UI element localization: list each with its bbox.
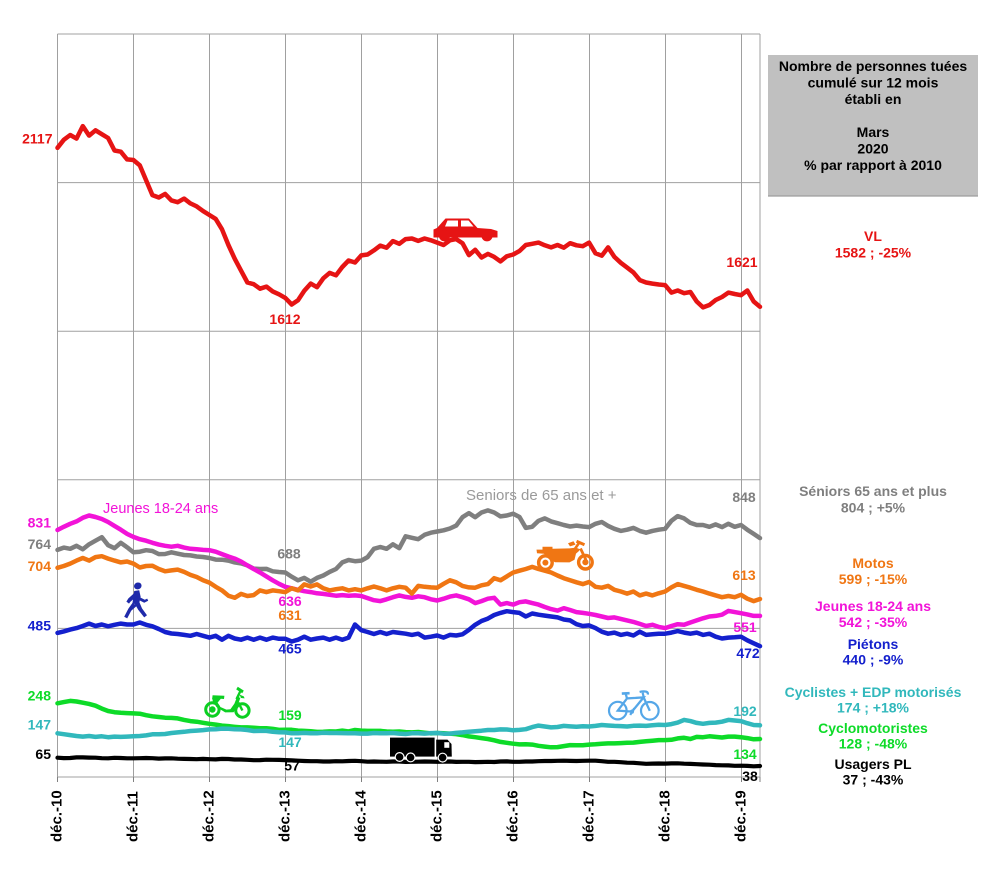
svg-text:848: 848 — [732, 489, 756, 505]
svg-text:688: 688 — [277, 546, 301, 562]
svg-text:Cyclistes + EDP motorisés: Cyclistes + EDP motorisés — [785, 684, 962, 700]
svg-text:déc.-14: déc.-14 — [353, 790, 370, 842]
svg-text:804 ; +5%: 804 ; +5% — [841, 500, 906, 516]
svg-text:37 ; -43%: 37 ; -43% — [843, 772, 904, 788]
svg-text:57: 57 — [284, 758, 300, 774]
svg-text:Séniors 65 ans et plus: Séniors 65 ans et plus — [799, 483, 947, 499]
svg-text:déc.-19: déc.-19 — [733, 790, 750, 842]
svg-text:465: 465 — [278, 641, 302, 657]
svg-text:déc.-10: déc.-10 — [49, 790, 66, 842]
svg-text:cumulé sur 12 mois: cumulé sur 12 mois — [808, 75, 939, 91]
svg-text:Jeunes 18-24 ans: Jeunes 18-24 ans — [103, 501, 218, 517]
svg-text:déc.-17: déc.-17 — [581, 790, 598, 842]
svg-text:599 ; -15%: 599 ; -15% — [839, 571, 908, 587]
svg-text:VL: VL — [864, 228, 882, 244]
svg-text:déc.-13: déc.-13 — [277, 790, 294, 842]
svg-text:704: 704 — [28, 558, 52, 574]
svg-text:542 ; -35%: 542 ; -35% — [839, 614, 908, 630]
svg-text:1582 ; -25%: 1582 ; -25% — [835, 245, 912, 261]
svg-text:Piétons: Piétons — [848, 636, 899, 652]
svg-text:636: 636 — [278, 593, 302, 609]
svg-text:déc.-18: déc.-18 — [657, 790, 674, 842]
svg-text:192: 192 — [733, 703, 757, 719]
svg-text:Mars: Mars — [857, 124, 890, 140]
svg-text:déc.-12: déc.-12 — [201, 790, 218, 842]
svg-text:Motos: Motos — [852, 555, 893, 571]
svg-text:485: 485 — [28, 618, 52, 634]
svg-text:38: 38 — [742, 768, 758, 784]
svg-text:128 ; -48%: 128 ; -48% — [839, 736, 908, 752]
svg-text:472: 472 — [736, 645, 760, 661]
svg-text:Jeunes 18-24 ans: Jeunes 18-24 ans — [815, 598, 931, 614]
svg-text:déc.-15: déc.-15 — [429, 790, 446, 842]
svg-text:764: 764 — [28, 536, 52, 552]
svg-text:Usagers PL: Usagers PL — [834, 756, 911, 772]
svg-text:174 ; +18%: 174 ; +18% — [837, 700, 910, 716]
svg-text:65: 65 — [35, 746, 51, 762]
svg-text:Nombre de personnes tuées: Nombre de personnes tuées — [779, 58, 967, 74]
svg-text:147: 147 — [28, 717, 52, 733]
svg-text:1621: 1621 — [726, 254, 757, 270]
svg-text:440 ; -9%: 440 ; -9% — [843, 652, 904, 668]
svg-text:159: 159 — [278, 707, 302, 723]
svg-text:551: 551 — [733, 619, 757, 635]
svg-text:Cyclomotoristes: Cyclomotoristes — [818, 720, 928, 736]
svg-text:248: 248 — [28, 688, 52, 704]
svg-text:1612: 1612 — [269, 311, 300, 327]
svg-text:établi en: établi en — [845, 91, 902, 107]
svg-text:134: 134 — [733, 746, 757, 762]
svg-text:déc.-16: déc.-16 — [505, 790, 522, 842]
svg-text:2117: 2117 — [22, 131, 53, 147]
svg-text:déc.-11: déc.-11 — [125, 791, 142, 842]
svg-text:147: 147 — [278, 734, 302, 750]
svg-text:2020: 2020 — [857, 141, 888, 157]
svg-text:831: 831 — [28, 515, 52, 531]
svg-text:631: 631 — [278, 607, 302, 623]
svg-text:613: 613 — [732, 567, 756, 583]
svg-text:Seniors de 65 ans et +: Seniors de 65 ans et + — [466, 487, 617, 504]
svg-text:% par rapport à 2010: % par rapport à 2010 — [804, 157, 942, 173]
